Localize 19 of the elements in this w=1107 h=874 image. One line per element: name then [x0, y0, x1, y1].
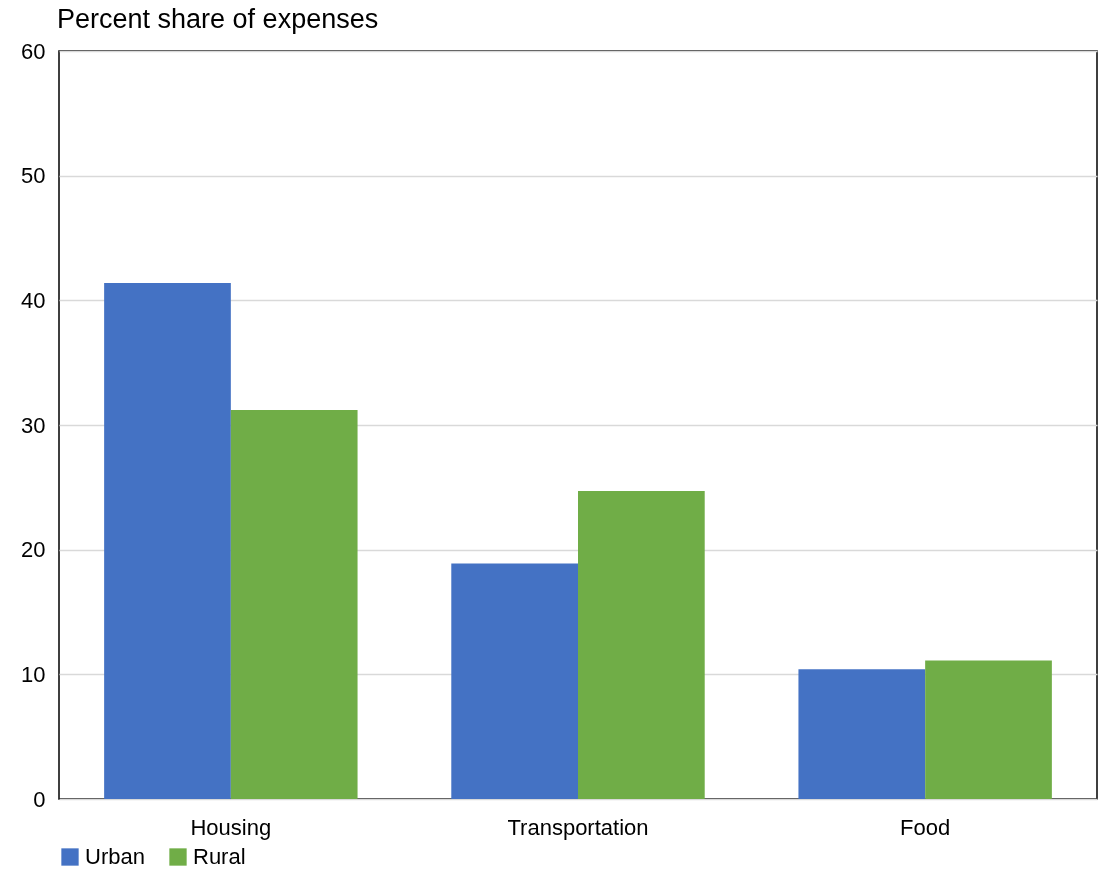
- x-tick-label: Housing: [190, 814, 272, 840]
- bar: [104, 282, 231, 799]
- y-tick-label: 0: [33, 786, 46, 812]
- bar: [230, 410, 358, 799]
- y-tick-label: 40: [21, 287, 46, 313]
- legend-label: Rural: [193, 844, 246, 869]
- y-tick-label: 10: [21, 661, 46, 687]
- y-tick-label: 60: [21, 38, 46, 64]
- bar: [925, 660, 1052, 799]
- x-tick-label: Food: [900, 814, 951, 840]
- y-tick-label: 30: [21, 412, 46, 438]
- bar: [798, 669, 926, 799]
- x-tick-label: Transportation: [507, 814, 649, 840]
- bar: [578, 491, 705, 799]
- legend-label: Urban: [85, 844, 145, 869]
- bar: [451, 563, 578, 799]
- chart-title: Percent share of expenses: [57, 4, 379, 34]
- y-tick-label: 50: [21, 163, 46, 189]
- y-tick-label: 20: [21, 537, 46, 563]
